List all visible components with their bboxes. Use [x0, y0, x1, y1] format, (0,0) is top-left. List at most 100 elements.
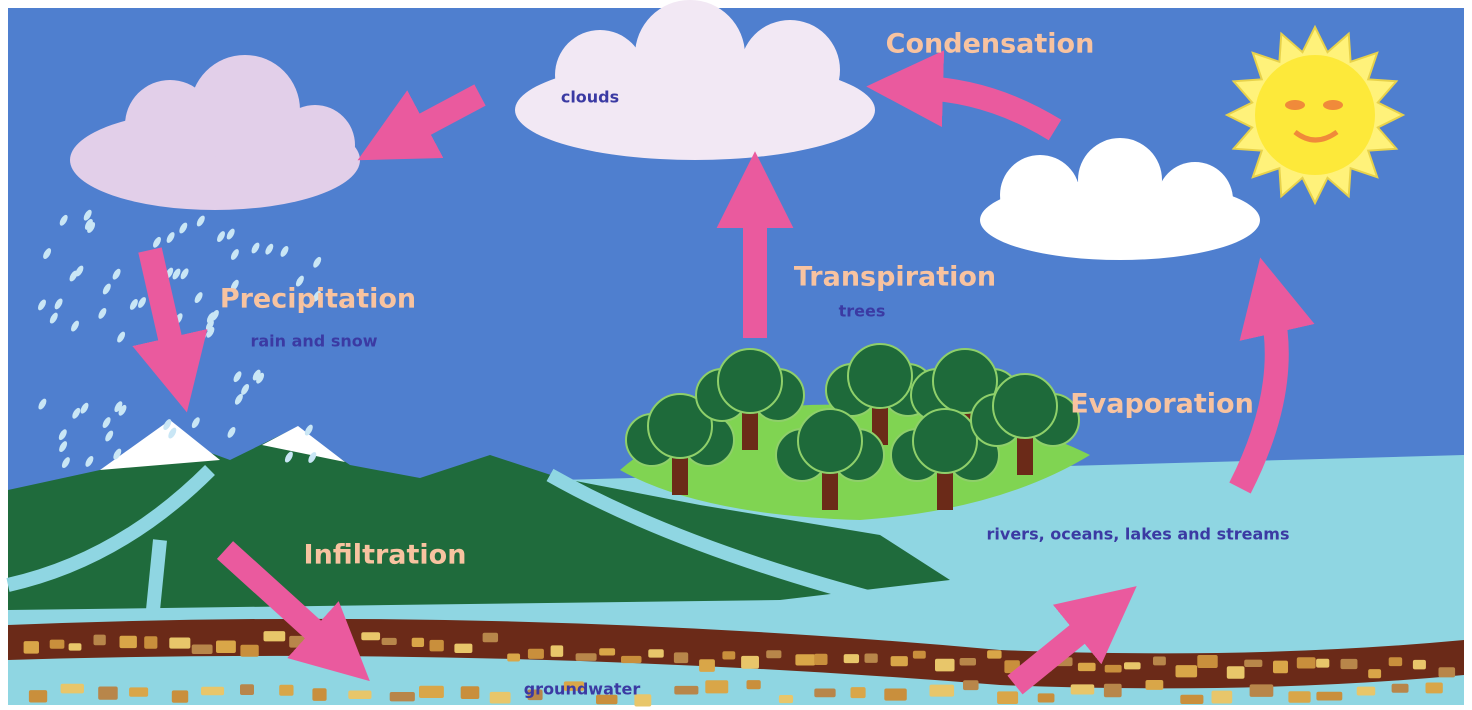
- rock: [912, 650, 926, 659]
- rain-drop: [166, 232, 175, 243]
- rock: [935, 658, 955, 672]
- rock: [814, 688, 836, 698]
- rock: [890, 656, 908, 667]
- rain-drop: [87, 222, 96, 233]
- rain-drop: [234, 393, 243, 405]
- rain-drop: [230, 279, 239, 291]
- rain-drop: [105, 430, 114, 442]
- rock: [419, 685, 444, 698]
- rock: [240, 684, 255, 696]
- place-label: rivers, oceans, lakes and streams: [987, 525, 1290, 544]
- rock: [1340, 658, 1358, 670]
- rock: [621, 655, 642, 664]
- rock: [997, 691, 1019, 705]
- rock: [550, 645, 564, 657]
- rock: [959, 658, 977, 666]
- rock: [169, 637, 191, 649]
- arrow: [216, 541, 370, 682]
- rain-drop: [227, 426, 236, 438]
- rock: [1124, 662, 1141, 670]
- rock: [98, 686, 118, 700]
- leaf: [847, 343, 913, 409]
- leaf: [992, 373, 1058, 439]
- rock: [144, 636, 158, 649]
- rain-drop: [129, 298, 138, 310]
- rock: [1180, 694, 1204, 705]
- rock: [741, 655, 759, 669]
- rock: [23, 641, 39, 654]
- rock: [454, 643, 473, 653]
- stage-caption: trees: [839, 302, 886, 321]
- rock: [1197, 655, 1218, 668]
- rock: [884, 688, 907, 701]
- stage-title: Precipitation: [220, 284, 416, 315]
- trees: [625, 343, 1080, 510]
- rain-drop: [102, 283, 111, 295]
- rock: [1296, 657, 1316, 669]
- rock: [28, 690, 48, 703]
- rock: [1288, 691, 1311, 703]
- rock: [963, 680, 979, 691]
- rock: [119, 635, 137, 649]
- rain-drop: [168, 427, 177, 439]
- rock: [1211, 690, 1233, 704]
- rock: [1104, 664, 1122, 673]
- snow-caps: [100, 420, 345, 470]
- rock: [1153, 656, 1166, 666]
- rock: [778, 695, 794, 704]
- rock: [1356, 686, 1376, 696]
- rain-drop: [295, 275, 304, 287]
- rock: [489, 691, 511, 704]
- rain-drop: [54, 298, 63, 310]
- rock: [389, 692, 415, 702]
- rain-drop: [58, 429, 67, 441]
- stage-title: Condensation: [886, 29, 1095, 60]
- rock: [596, 694, 618, 705]
- rain-drop: [179, 222, 188, 234]
- rock: [460, 686, 480, 699]
- rock: [864, 653, 878, 663]
- tree-canopy: [695, 348, 805, 422]
- rock: [674, 685, 699, 695]
- rain-drop: [205, 319, 214, 331]
- rain-drop: [256, 372, 265, 384]
- rock: [129, 687, 149, 697]
- rain-drop: [75, 265, 84, 277]
- arrow: [1229, 257, 1315, 494]
- rock: [240, 644, 259, 657]
- stage-title: Evaporation: [1070, 389, 1254, 420]
- rock: [1316, 658, 1330, 668]
- leaf: [932, 348, 998, 414]
- place-label: clouds: [561, 88, 619, 107]
- rain-drop: [265, 243, 274, 255]
- rock: [68, 643, 82, 651]
- rock: [634, 694, 652, 707]
- stage-caption: rain and snow: [250, 332, 377, 351]
- rain-drop: [180, 268, 189, 280]
- rock: [49, 639, 65, 649]
- rain-drop: [280, 245, 289, 257]
- rain-drop: [313, 290, 321, 302]
- rock: [263, 631, 286, 642]
- rock: [482, 632, 499, 643]
- rain-drop: [172, 268, 181, 280]
- rain-drop: [72, 407, 81, 419]
- rock: [1226, 666, 1245, 679]
- rock: [429, 639, 444, 652]
- rock: [850, 687, 866, 699]
- rain-drop: [117, 331, 126, 343]
- cloud-left: [70, 55, 360, 210]
- rain-drop: [230, 249, 239, 260]
- tree-canopy: [625, 393, 735, 467]
- rock: [1438, 667, 1456, 678]
- rain-drop: [163, 419, 172, 431]
- leaf: [912, 408, 978, 474]
- rain-drop: [284, 451, 293, 463]
- rock: [93, 634, 106, 646]
- rock: [648, 649, 664, 658]
- sun: [1224, 24, 1406, 206]
- rain-drop: [226, 228, 235, 240]
- rock: [843, 654, 860, 664]
- rain-drop: [251, 242, 260, 254]
- rain-drop: [217, 231, 225, 243]
